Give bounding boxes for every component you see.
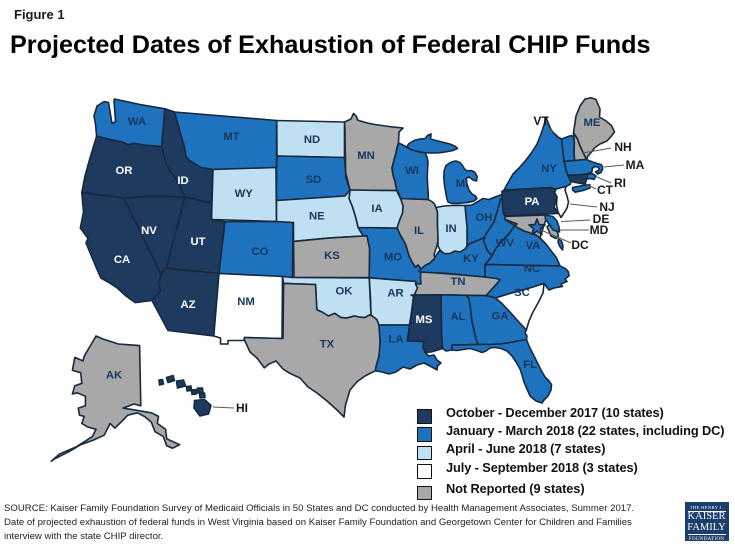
svg-text:MT: MT [223, 131, 239, 143]
svg-text:WY: WY [235, 188, 254, 200]
svg-text:TN: TN [450, 276, 465, 288]
svg-text:TX: TX [320, 339, 335, 351]
svg-text:OK: OK [336, 286, 354, 298]
svg-text:PA: PA [525, 196, 540, 208]
svg-text:ND: ND [304, 134, 320, 146]
svg-text:ID: ID [177, 175, 188, 187]
svg-text:AR: AR [387, 288, 403, 300]
svg-text:CT: CT [597, 183, 614, 197]
svg-text:KS: KS [324, 250, 340, 262]
svg-text:NM: NM [237, 296, 255, 308]
svg-text:SD: SD [306, 174, 322, 186]
svg-text:SC: SC [514, 287, 530, 299]
svg-text:DC: DC [571, 238, 589, 252]
svg-text:IN: IN [445, 223, 456, 235]
svg-text:AK: AK [106, 370, 123, 382]
svg-text:NC: NC [524, 263, 540, 275]
svg-text:AL: AL [450, 311, 465, 323]
svg-text:WV: WV [496, 238, 515, 250]
svg-text:FL: FL [523, 359, 537, 371]
svg-text:WA: WA [128, 116, 146, 128]
svg-text:MN: MN [357, 150, 375, 162]
svg-text:NH: NH [614, 140, 631, 154]
svg-text:MD: MD [590, 223, 609, 237]
svg-text:DE: DE [593, 212, 610, 226]
svg-text:NV: NV [141, 225, 157, 237]
svg-text:NE: NE [309, 211, 325, 223]
svg-text:ME: ME [584, 117, 601, 129]
svg-text:HI: HI [236, 401, 248, 415]
svg-text:RI: RI [614, 176, 626, 190]
svg-text:NY: NY [541, 163, 557, 175]
svg-text:IA: IA [371, 203, 382, 215]
svg-text:VT: VT [533, 114, 549, 128]
svg-text:LA: LA [388, 334, 403, 346]
svg-text:CO: CO [252, 246, 269, 258]
svg-text:OH: OH [476, 212, 493, 224]
svg-text:NJ: NJ [599, 200, 614, 214]
svg-text:MA: MA [626, 158, 645, 172]
svg-text:MI: MI [456, 178, 469, 190]
svg-text:KY: KY [463, 253, 479, 265]
svg-text:GA: GA [492, 311, 509, 323]
svg-text:WI: WI [405, 165, 419, 177]
svg-text:MO: MO [384, 252, 402, 264]
svg-text:CA: CA [114, 254, 130, 266]
svg-text:UT: UT [190, 236, 205, 248]
svg-text:VA: VA [526, 240, 541, 252]
svg-text:IL: IL [414, 225, 424, 237]
svg-text:MS: MS [416, 314, 433, 326]
svg-text:AZ: AZ [180, 299, 195, 311]
svg-text:OR: OR [116, 165, 133, 177]
